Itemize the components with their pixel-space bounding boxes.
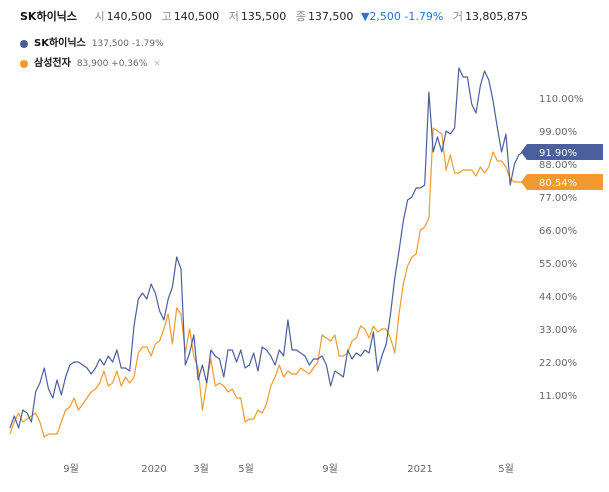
high-value: 140,500 [173,10,220,23]
y-tick-label: 99.00% [539,127,577,138]
volume-value: 13,805,875 [464,10,528,23]
low-value: 135,500 [240,10,287,23]
close-value: 137,500 [307,10,354,23]
y-tick-label: 55.00% [539,259,577,270]
chart-legend: SK하이닉스 137,500 -1.79% 삼성전자 83,900 +0.36%… [20,34,164,74]
open-value: 140,500 [106,10,153,23]
series-line-skhynix [9,67,524,429]
volume-label: 거 [452,10,463,23]
y-tick-label: 88.00% [539,160,577,171]
legend-dot [20,40,28,48]
legend-dot [20,60,28,68]
change-value: ▼2,500 -1.79% [360,10,444,23]
high-label: 고 [161,10,172,23]
y-tick-label: 33.00% [539,325,577,336]
last-value-label: 80.54% [539,178,577,189]
x-tick-label: 2021 [407,464,432,475]
x-tick-label: 3월 [193,463,209,475]
legend-item-samsung[interactable]: 삼성전자 83,900 +0.36% × [20,54,164,74]
legend-name: 삼성전자 [34,58,71,69]
series-line-samsung [9,127,523,438]
low-label: 저 [228,10,239,23]
y-tick-label: 110.00% [539,94,584,105]
quote-header: SK하이닉스 시 140,500 고 140,500 저 135,500 종 137,5… [20,8,528,24]
last-value-flag [521,144,603,160]
close-label: 종 [295,10,306,23]
y-tick-label: 66.00% [539,226,577,237]
x-tick-label: 5월 [498,463,514,475]
legend-item-skhynix[interactable]: SK하이닉스 137,500 -1.79% [20,34,164,54]
x-tick-label: 2020 [141,464,166,475]
y-tick-label: 11.00% [539,391,577,402]
y-tick-label: 77.00% [539,193,577,204]
open-label: 시 [94,10,105,23]
stock-name: SK하이닉스 [20,10,77,23]
legend-value: 83,900 +0.36% [76,59,148,69]
y-tick-label: 44.00% [539,292,577,303]
y-tick-label: 22.00% [539,358,577,369]
remove-series-icon[interactable]: × [153,59,161,69]
last-value-label: 91.90% [539,148,577,159]
legend-name: SK하이닉스 [34,38,86,49]
legend-value: 137,500 -1.79% [91,39,164,49]
x-tick-label: 5월 [238,463,254,475]
x-tick-label: 9월 [322,463,338,475]
x-tick-label: 9월 [63,463,79,475]
last-value-flag [521,174,603,190]
